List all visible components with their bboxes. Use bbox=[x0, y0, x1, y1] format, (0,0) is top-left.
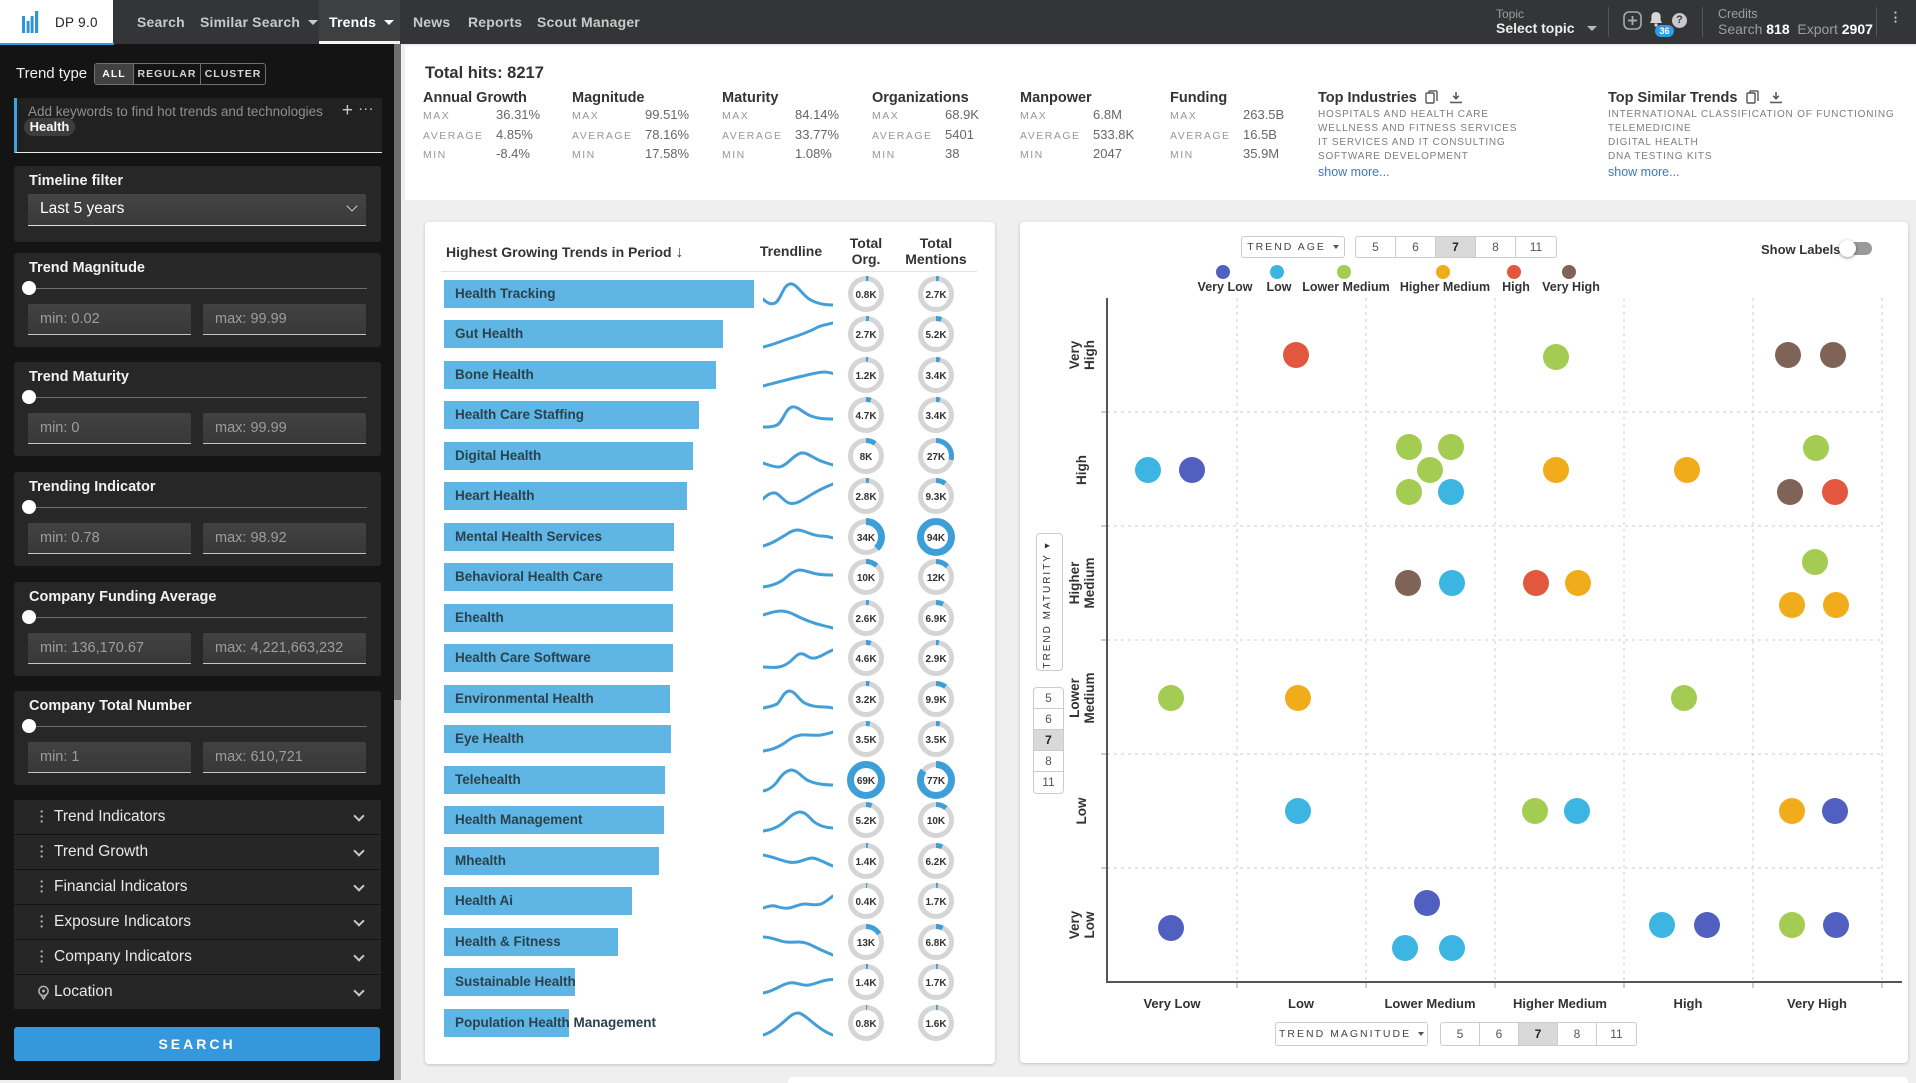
svg-text:6.2K: 6.2K bbox=[925, 857, 947, 868]
svg-text:0.8K: 0.8K bbox=[855, 290, 877, 301]
svg-text:6.8K: 6.8K bbox=[925, 938, 947, 949]
svg-text:10K: 10K bbox=[857, 573, 876, 584]
svg-text:10K: 10K bbox=[927, 816, 946, 827]
svg-text:1.7K: 1.7K bbox=[925, 897, 947, 908]
svg-text:34K: 34K bbox=[857, 533, 876, 544]
svg-text:2.7K: 2.7K bbox=[925, 290, 947, 301]
svg-text:4.6K: 4.6K bbox=[855, 654, 877, 665]
svg-text:Medium: Medium bbox=[1082, 672, 1097, 723]
svg-text:Higher: Higher bbox=[1067, 561, 1082, 605]
svg-text:6.9K: 6.9K bbox=[925, 614, 947, 625]
svg-text:1.2K: 1.2K bbox=[855, 371, 877, 382]
svg-text:4.7K: 4.7K bbox=[855, 411, 877, 422]
svg-text:0.8K: 0.8K bbox=[855, 1019, 877, 1030]
svg-text:94K: 94K bbox=[927, 533, 946, 544]
svg-text:1.6K: 1.6K bbox=[925, 1019, 947, 1030]
svg-text:Medium: Medium bbox=[1082, 557, 1097, 608]
svg-text:High: High bbox=[1082, 340, 1097, 370]
svg-text:Low: Low bbox=[1082, 911, 1097, 938]
svg-text:3.4K: 3.4K bbox=[925, 371, 947, 382]
svg-text:1.4K: 1.4K bbox=[855, 857, 877, 868]
svg-text:3.2K: 3.2K bbox=[855, 695, 877, 706]
svg-text:2.8K: 2.8K bbox=[855, 492, 877, 503]
svg-text:High: High bbox=[1074, 455, 1089, 485]
svg-text:TREND MATURITY ▾: TREND MATURITY ▾ bbox=[1042, 541, 1053, 668]
svg-text:5.2K: 5.2K bbox=[855, 816, 877, 827]
svg-text:2.6K: 2.6K bbox=[855, 614, 877, 625]
svg-text:1.7K: 1.7K bbox=[925, 978, 947, 989]
svg-text:1.4K: 1.4K bbox=[855, 978, 877, 989]
svg-text:Low: Low bbox=[1074, 797, 1089, 824]
svg-text:69K: 69K bbox=[857, 776, 876, 787]
svg-text:Very: Very bbox=[1067, 340, 1082, 369]
svg-text:9.9K: 9.9K bbox=[925, 695, 947, 706]
svg-text:0.4K: 0.4K bbox=[855, 897, 877, 908]
svg-text:3.4K: 3.4K bbox=[925, 411, 947, 422]
svg-text:13K: 13K bbox=[857, 938, 876, 949]
svg-text:9.3K: 9.3K bbox=[925, 492, 947, 503]
svg-text:3.5K: 3.5K bbox=[925, 735, 947, 746]
svg-text:12K: 12K bbox=[927, 573, 946, 584]
svg-text:8K: 8K bbox=[860, 452, 874, 463]
svg-text:Lower: Lower bbox=[1067, 677, 1082, 718]
svg-text:Very: Very bbox=[1067, 910, 1082, 939]
svg-text:3.5K: 3.5K bbox=[855, 735, 877, 746]
svg-text:27K: 27K bbox=[927, 452, 946, 463]
svg-text:2.9K: 2.9K bbox=[925, 654, 947, 665]
svg-text:77K: 77K bbox=[927, 776, 946, 787]
svg-text:2.7K: 2.7K bbox=[855, 330, 877, 341]
svg-text:5.2K: 5.2K bbox=[925, 330, 947, 341]
